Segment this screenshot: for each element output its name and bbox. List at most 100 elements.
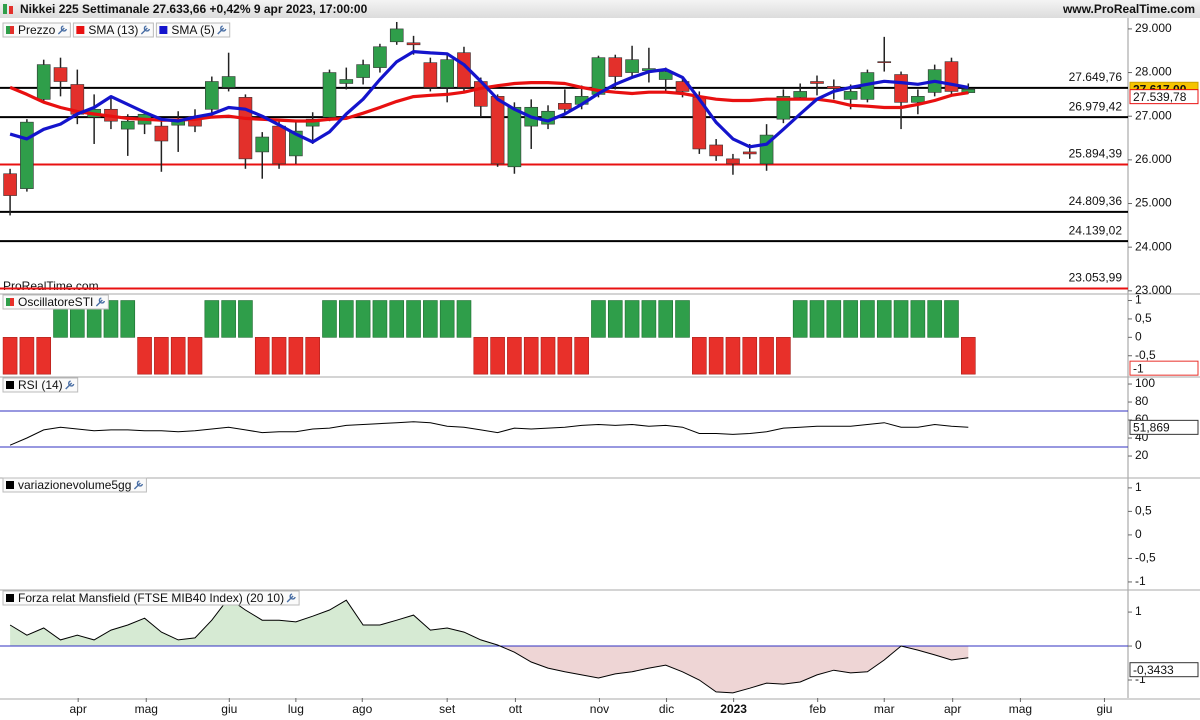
y-tick-label: 29.000 (1135, 21, 1172, 35)
oscillator-bar (355, 300, 371, 338)
oscillator-bar (2, 337, 18, 375)
value-tag-label: 27.539,78 (1133, 90, 1187, 104)
legend-swatch (159, 26, 168, 34)
oscillator-bar (658, 300, 674, 338)
legend-swatch (76, 26, 85, 34)
legend-box (2, 477, 147, 493)
oscillator-bar (893, 300, 909, 338)
y-tick-label: 20 (1135, 448, 1149, 462)
y-tick-label: 28.000 (1135, 65, 1172, 79)
oscillator-bar (154, 337, 169, 375)
legend-swatch (10, 26, 14, 34)
y-tick-label: 24.000 (1135, 239, 1172, 253)
watermark: ProRealTime.com (3, 279, 99, 293)
candle-body (709, 144, 723, 157)
candle-body (255, 136, 270, 153)
oscillator-bar (574, 337, 589, 375)
x-tick-label: giu (1096, 702, 1112, 716)
oscillator-bar (103, 300, 119, 338)
y-tick-label: 1 (1135, 480, 1142, 494)
oscillator-bar (960, 337, 976, 375)
oscillator-bar (271, 337, 287, 375)
settings-icon (286, 593, 296, 603)
oscillator-bar (305, 337, 320, 375)
oscillator-bar (137, 337, 152, 375)
candle-body (322, 72, 337, 118)
y-tick-label: -1 (1135, 672, 1146, 686)
x-tick-label: nov (590, 702, 609, 716)
settings-icon (65, 380, 75, 390)
oscillator-bar (36, 337, 52, 375)
candle-body (154, 125, 169, 142)
oscillator-bar (624, 300, 640, 338)
settings-icon (133, 480, 144, 490)
y-tick-label: 1 (1135, 604, 1142, 618)
candle-body (490, 96, 505, 165)
x-tick-label: mar (874, 702, 895, 716)
candle-body (810, 81, 824, 84)
y-tick-label: 26.000 (1135, 152, 1172, 166)
oscillator-bar (641, 300, 657, 338)
legend-box (2, 377, 79, 393)
candle-body (625, 59, 639, 73)
value-tag-label: 51,869 (1133, 421, 1170, 435)
oscillator-bar (708, 337, 724, 375)
oscillator-bar (507, 337, 522, 375)
oscillator-bar (439, 300, 455, 338)
header-icon (9, 6, 13, 14)
x-tick-label: apr (944, 702, 961, 716)
candle-body (238, 97, 253, 160)
x-tick-label: feb (809, 702, 826, 716)
legend-label: Prezzo (18, 23, 56, 37)
header-bar (0, 0, 1200, 18)
area-negative (10, 646, 969, 693)
oscillator-bar (607, 300, 623, 338)
legend-box (155, 22, 231, 38)
candle-body (608, 57, 623, 77)
oscillator-bar (523, 337, 539, 375)
oscillator-bar (776, 337, 791, 375)
y-tick-label: -1 (1135, 574, 1146, 588)
x-tick-label: ott (509, 702, 523, 716)
legend-box (2, 590, 300, 606)
level-label: 27.649,76 (1069, 70, 1123, 84)
x-tick-label: mag (135, 702, 158, 716)
candle-body (944, 61, 959, 92)
oscillator-bar (759, 337, 774, 375)
oscillator-bar (456, 300, 472, 338)
x-tick-label: apr (69, 702, 86, 716)
oscillator-bar (843, 300, 858, 338)
oscillator-bar (288, 337, 304, 375)
oscillator-bar (910, 300, 926, 338)
y-tick-label: 0,5 (1135, 504, 1152, 518)
legend-label: OscillatoreSTI (18, 295, 93, 309)
candle-body (742, 151, 757, 155)
oscillator-bar (187, 337, 203, 375)
oscillator-bar (372, 300, 388, 338)
y-tick-label: 0 (1135, 330, 1142, 344)
oscillator-bar (221, 300, 236, 338)
candle-body (36, 64, 51, 100)
value-tag (1129, 419, 1199, 435)
candle-body (389, 28, 404, 43)
y-tick-label: 100 (1135, 376, 1155, 390)
legend-swatch (6, 26, 10, 34)
candle-body (827, 86, 841, 89)
x-tick-label: ago (352, 702, 372, 716)
oscillator-bar (591, 300, 606, 338)
legend-label: Forza relat Mansfield (FTSE MIB40 Index)… (18, 591, 284, 605)
legend-swatch (10, 298, 14, 306)
candle-body (3, 173, 17, 196)
oscillator-bar (490, 337, 505, 375)
oscillator-bar (423, 300, 438, 338)
level-label: 26.979,42 (1069, 99, 1123, 113)
y-tick-label: 23.000 (1135, 283, 1172, 297)
settings-icon (95, 297, 106, 307)
y-tick-label: 0,5 (1135, 311, 1152, 325)
oscillator-bar (876, 300, 892, 338)
oscillator-bar (809, 300, 825, 338)
legend-box (72, 22, 154, 38)
oscillator-bar (322, 300, 337, 338)
area-positive (10, 598, 902, 647)
candle-body (423, 62, 438, 88)
